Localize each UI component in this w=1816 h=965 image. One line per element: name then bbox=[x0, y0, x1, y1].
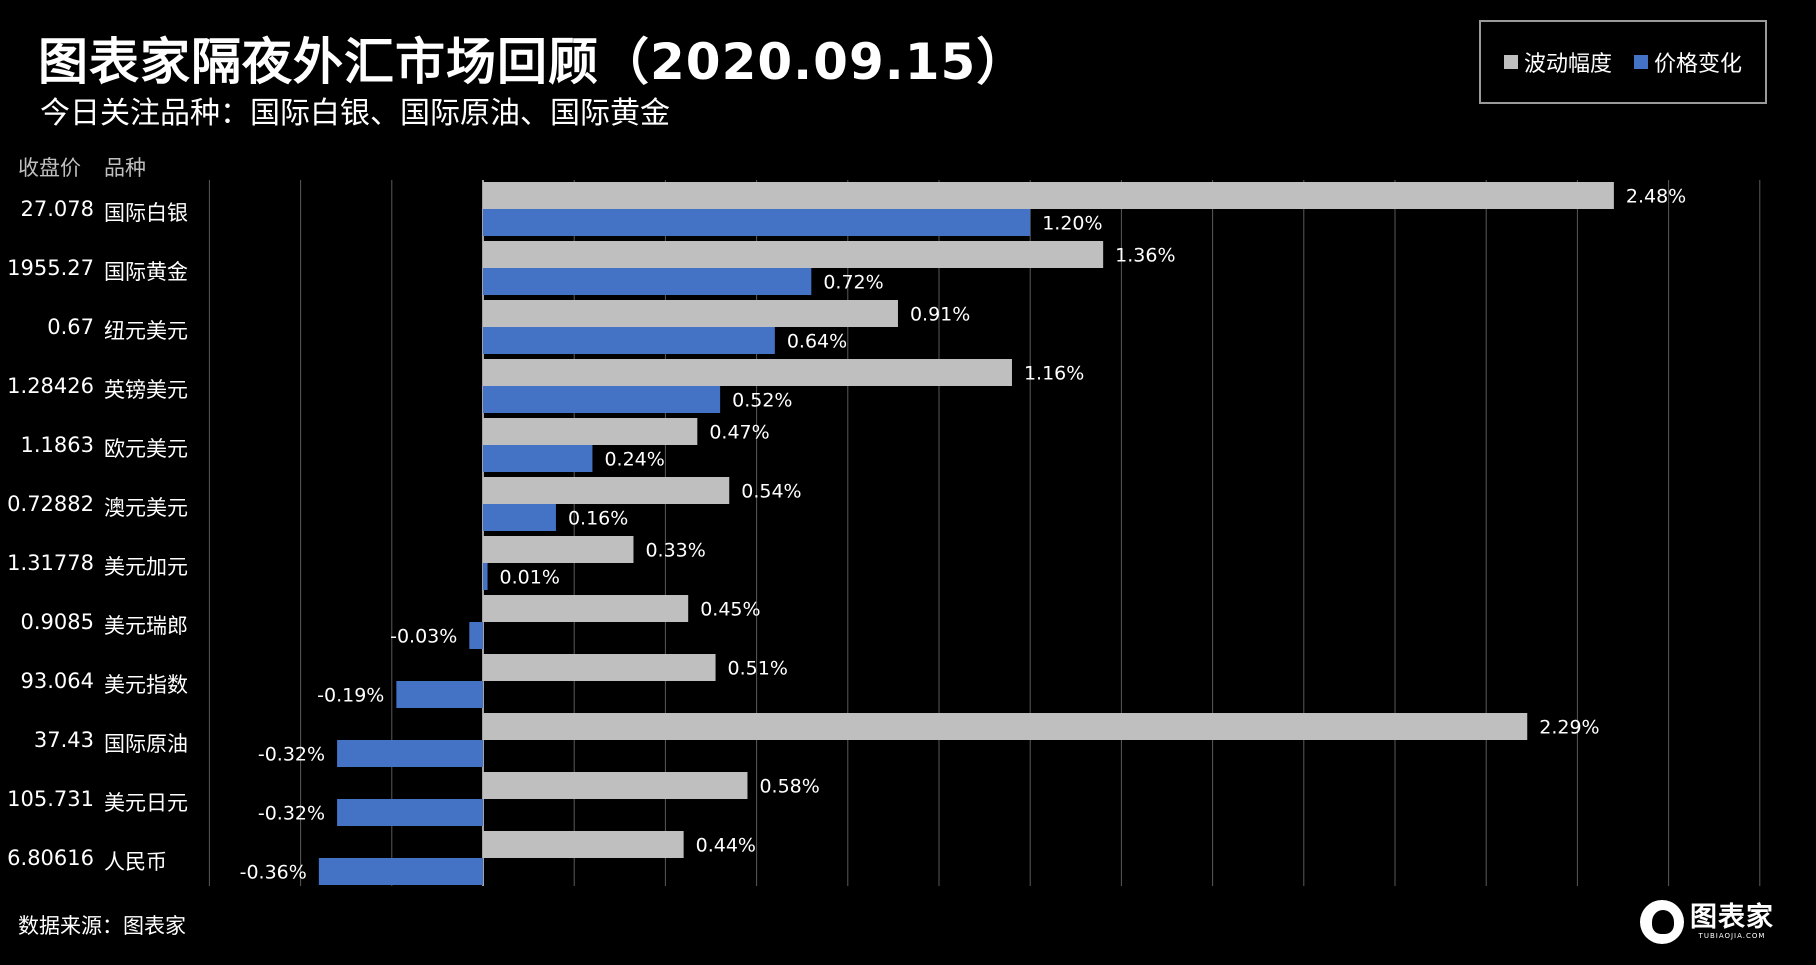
amplitude-data-label: 0.51% bbox=[728, 658, 788, 680]
change-data-label: 0.24% bbox=[604, 449, 664, 471]
legend-swatch-change bbox=[1634, 55, 1648, 69]
variety-column-header: 品种 bbox=[104, 156, 146, 180]
amplitude-bar bbox=[483, 772, 748, 799]
amplitude-data-label: 0.33% bbox=[645, 540, 705, 562]
category-label: 美元日元 bbox=[104, 791, 188, 815]
bar-chart: 2.48% 1.20% 1.36% 0.72% 0.91% 0.64% 1.16% 0.52%… bbox=[208, 180, 1761, 886]
closing-price: 0.72882 bbox=[7, 492, 94, 516]
change-data-label: 0.72% bbox=[823, 272, 883, 294]
closing-price: 105.731 bbox=[7, 787, 94, 811]
change-bar bbox=[469, 622, 483, 649]
closing-price: 1.31778 bbox=[7, 551, 94, 575]
amplitude-data-label: 1.36% bbox=[1115, 245, 1175, 267]
change-bar bbox=[483, 504, 556, 531]
change-data-label: 0.01% bbox=[500, 567, 560, 589]
change-bar bbox=[483, 386, 721, 413]
category-label: 人民币 bbox=[104, 850, 167, 874]
closing-price: 1955.27 bbox=[7, 256, 94, 280]
change-data-label: 0.52% bbox=[732, 390, 792, 412]
amplitude-bar bbox=[483, 654, 716, 681]
amplitude-bar bbox=[483, 536, 634, 563]
legend-label-amplitude: 波动幅度 bbox=[1523, 52, 1612, 77]
change-data-label: 0.16% bbox=[568, 508, 628, 530]
amplitude-data-label: 1.16% bbox=[1024, 363, 1084, 385]
amplitude-data-label: 0.54% bbox=[741, 481, 801, 503]
change-data-label: -0.32% bbox=[258, 744, 325, 766]
category-label: 美元瑞郎 bbox=[104, 614, 188, 638]
amplitude-data-label: 2.48% bbox=[1626, 186, 1686, 208]
closing-price: 37.43 bbox=[33, 728, 94, 752]
change-bar bbox=[483, 327, 775, 354]
category-label: 英镑美元 bbox=[104, 378, 188, 402]
change-bar bbox=[483, 209, 1031, 236]
closing-price: 0.67 bbox=[47, 315, 94, 339]
category-label: 美元加元 bbox=[104, 555, 188, 579]
category-label: 国际黄金 bbox=[104, 260, 188, 284]
change-bar bbox=[337, 740, 483, 767]
chart-subtitle: 今日关注品种：国际白银、国际原油、国际黄金 bbox=[40, 96, 670, 131]
legend-item-amplitude: 波动幅度 bbox=[1503, 46, 1612, 78]
change-bar bbox=[483, 268, 812, 295]
closing-price: 27.078 bbox=[20, 197, 94, 221]
amplitude-bar bbox=[483, 477, 730, 504]
change-data-label: 0.64% bbox=[787, 331, 847, 353]
amplitude-data-label: 0.45% bbox=[700, 599, 760, 621]
amplitude-data-label: 0.91% bbox=[910, 304, 970, 326]
change-data-label: -0.19% bbox=[317, 685, 384, 707]
change-bar bbox=[337, 799, 483, 826]
brand-logo: 图表家 TUBIAOJIA.COM bbox=[1640, 900, 1774, 944]
change-data-label: -0.36% bbox=[240, 862, 307, 884]
logo-text-wrap: 图表家 TUBIAOJIA.COM bbox=[1690, 902, 1774, 941]
chart-title: 图表家隔夜外汇市场回顾（2020.09.15） bbox=[38, 33, 1028, 91]
data-source: 数据来源：图表家 bbox=[18, 914, 186, 938]
change-bar bbox=[396, 681, 483, 708]
closing-price: 1.28426 bbox=[7, 374, 94, 398]
logo-subtext: TUBIAOJIA.COM bbox=[1698, 932, 1766, 940]
amplitude-data-label: 2.29% bbox=[1539, 717, 1599, 739]
closing-price: 1.1863 bbox=[20, 433, 94, 457]
legend-label-change: 价格变化 bbox=[1654, 52, 1743, 77]
amplitude-data-label: 0.58% bbox=[759, 776, 819, 798]
amplitude-bar bbox=[483, 182, 1614, 209]
category-label: 国际白银 bbox=[104, 201, 188, 225]
closing-price: 6.80616 bbox=[7, 846, 94, 870]
amplitude-bar bbox=[483, 831, 684, 858]
logo-text: 图表家 bbox=[1690, 902, 1774, 933]
change-bar bbox=[318, 858, 483, 885]
amplitude-bar bbox=[483, 241, 1104, 268]
category-label: 国际原油 bbox=[104, 732, 188, 756]
price-column-header: 收盘价 bbox=[18, 156, 81, 180]
amplitude-bar bbox=[483, 418, 698, 445]
amplitude-bar bbox=[483, 595, 689, 622]
legend-swatch-amplitude bbox=[1503, 55, 1518, 69]
closing-price: 0.9085 bbox=[20, 610, 94, 634]
logo-head-icon bbox=[1640, 900, 1684, 944]
amplitude-bar bbox=[483, 713, 1528, 740]
amplitude-data-label: 0.47% bbox=[709, 422, 769, 444]
change-data-label: 1.20% bbox=[1042, 213, 1102, 235]
category-label: 美元指数 bbox=[104, 673, 188, 697]
legend: 波动幅度 价格变化 bbox=[1479, 20, 1767, 104]
legend-item-change: 价格变化 bbox=[1634, 46, 1742, 78]
change-data-label: -0.03% bbox=[390, 626, 457, 648]
change-bar bbox=[483, 563, 488, 590]
category-label: 澳元美元 bbox=[104, 496, 188, 520]
closing-price: 93.064 bbox=[20, 669, 94, 693]
change-bar bbox=[483, 445, 593, 472]
amplitude-data-label: 0.44% bbox=[696, 835, 756, 857]
category-label: 纽元美元 bbox=[104, 319, 188, 343]
amplitude-bar bbox=[483, 359, 1012, 386]
change-data-label: -0.32% bbox=[258, 803, 325, 825]
category-label: 欧元美元 bbox=[104, 437, 188, 461]
amplitude-bar bbox=[483, 300, 898, 327]
